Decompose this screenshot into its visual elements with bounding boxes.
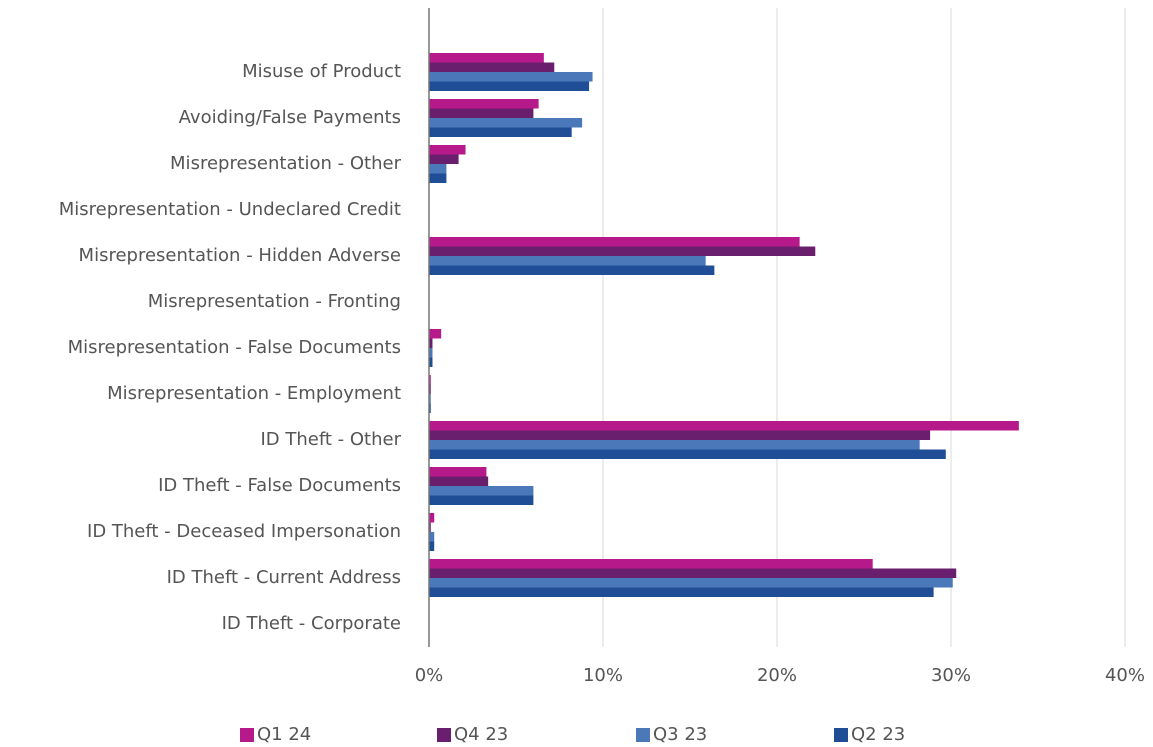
bar bbox=[429, 578, 953, 588]
y-tick-label: Misrepresentation - Fronting bbox=[148, 291, 401, 312]
legend-label: Q2 23 bbox=[851, 724, 905, 745]
bar bbox=[429, 384, 431, 394]
legend-label: Q1 24 bbox=[257, 724, 311, 745]
bar bbox=[429, 329, 442, 339]
bar bbox=[429, 541, 435, 551]
legend-swatch bbox=[437, 728, 451, 742]
x-tick-label: 20% bbox=[757, 665, 797, 686]
x-tick-label: 30% bbox=[931, 665, 971, 686]
bar bbox=[429, 486, 534, 496]
legend-swatch bbox=[240, 728, 254, 742]
bar bbox=[429, 440, 920, 450]
bar bbox=[429, 145, 466, 155]
bar bbox=[429, 532, 435, 542]
bar bbox=[429, 338, 433, 348]
bar bbox=[429, 568, 957, 578]
bar bbox=[429, 127, 572, 137]
bar bbox=[429, 587, 934, 597]
bar bbox=[429, 449, 946, 459]
y-tick-label: ID Theft - Other bbox=[261, 429, 402, 450]
bar bbox=[429, 62, 555, 72]
bar bbox=[429, 256, 706, 266]
y-tick-label: Avoiding/False Payments bbox=[179, 107, 401, 128]
bar bbox=[429, 72, 593, 82]
bar bbox=[429, 522, 431, 532]
bar bbox=[429, 173, 447, 183]
bar bbox=[429, 495, 534, 505]
legend-label: Q4 23 bbox=[454, 724, 508, 745]
bar bbox=[429, 467, 487, 477]
bar bbox=[429, 154, 459, 164]
x-tick-label: 0% bbox=[415, 665, 444, 686]
x-tick-label: 10% bbox=[583, 665, 623, 686]
y-tick-label: ID Theft - False Documents bbox=[158, 475, 401, 496]
y-tick-label: Misrepresentation - False Documents bbox=[68, 337, 401, 358]
bar bbox=[429, 164, 447, 174]
bar bbox=[429, 246, 816, 256]
bar bbox=[429, 513, 435, 523]
bar bbox=[429, 108, 534, 118]
bar bbox=[429, 394, 431, 404]
legend-label: Q3 23 bbox=[653, 724, 707, 745]
y-tick-label: Misrepresentation - Other bbox=[170, 153, 402, 174]
legend-swatch bbox=[636, 728, 650, 742]
y-tick-label: Misrepresentation - Undeclared Credit bbox=[59, 199, 401, 220]
bar bbox=[429, 118, 583, 128]
y-tick-label: ID Theft - Corporate bbox=[222, 613, 401, 634]
y-tick-label: ID Theft - Current Address bbox=[167, 567, 401, 588]
bar bbox=[429, 430, 931, 440]
bar bbox=[429, 403, 431, 413]
bar bbox=[429, 348, 433, 358]
bar bbox=[429, 559, 873, 569]
legend-swatch bbox=[834, 728, 848, 742]
bar bbox=[429, 237, 800, 247]
bar bbox=[429, 357, 433, 367]
y-tick-label: Misrepresentation - Employment bbox=[107, 383, 401, 404]
bar bbox=[429, 99, 539, 109]
y-tick-label: ID Theft - Deceased Impersonation bbox=[87, 521, 401, 542]
bar bbox=[429, 81, 590, 91]
bar bbox=[429, 53, 544, 63]
y-tick-label: Misrepresentation - Hidden Adverse bbox=[79, 245, 401, 266]
x-tick-label: 40% bbox=[1105, 665, 1145, 686]
bar bbox=[429, 375, 431, 385]
y-tick-label: Misuse of Product bbox=[242, 61, 401, 82]
bar bbox=[429, 476, 489, 486]
bar bbox=[429, 265, 715, 275]
bar bbox=[429, 421, 1019, 431]
